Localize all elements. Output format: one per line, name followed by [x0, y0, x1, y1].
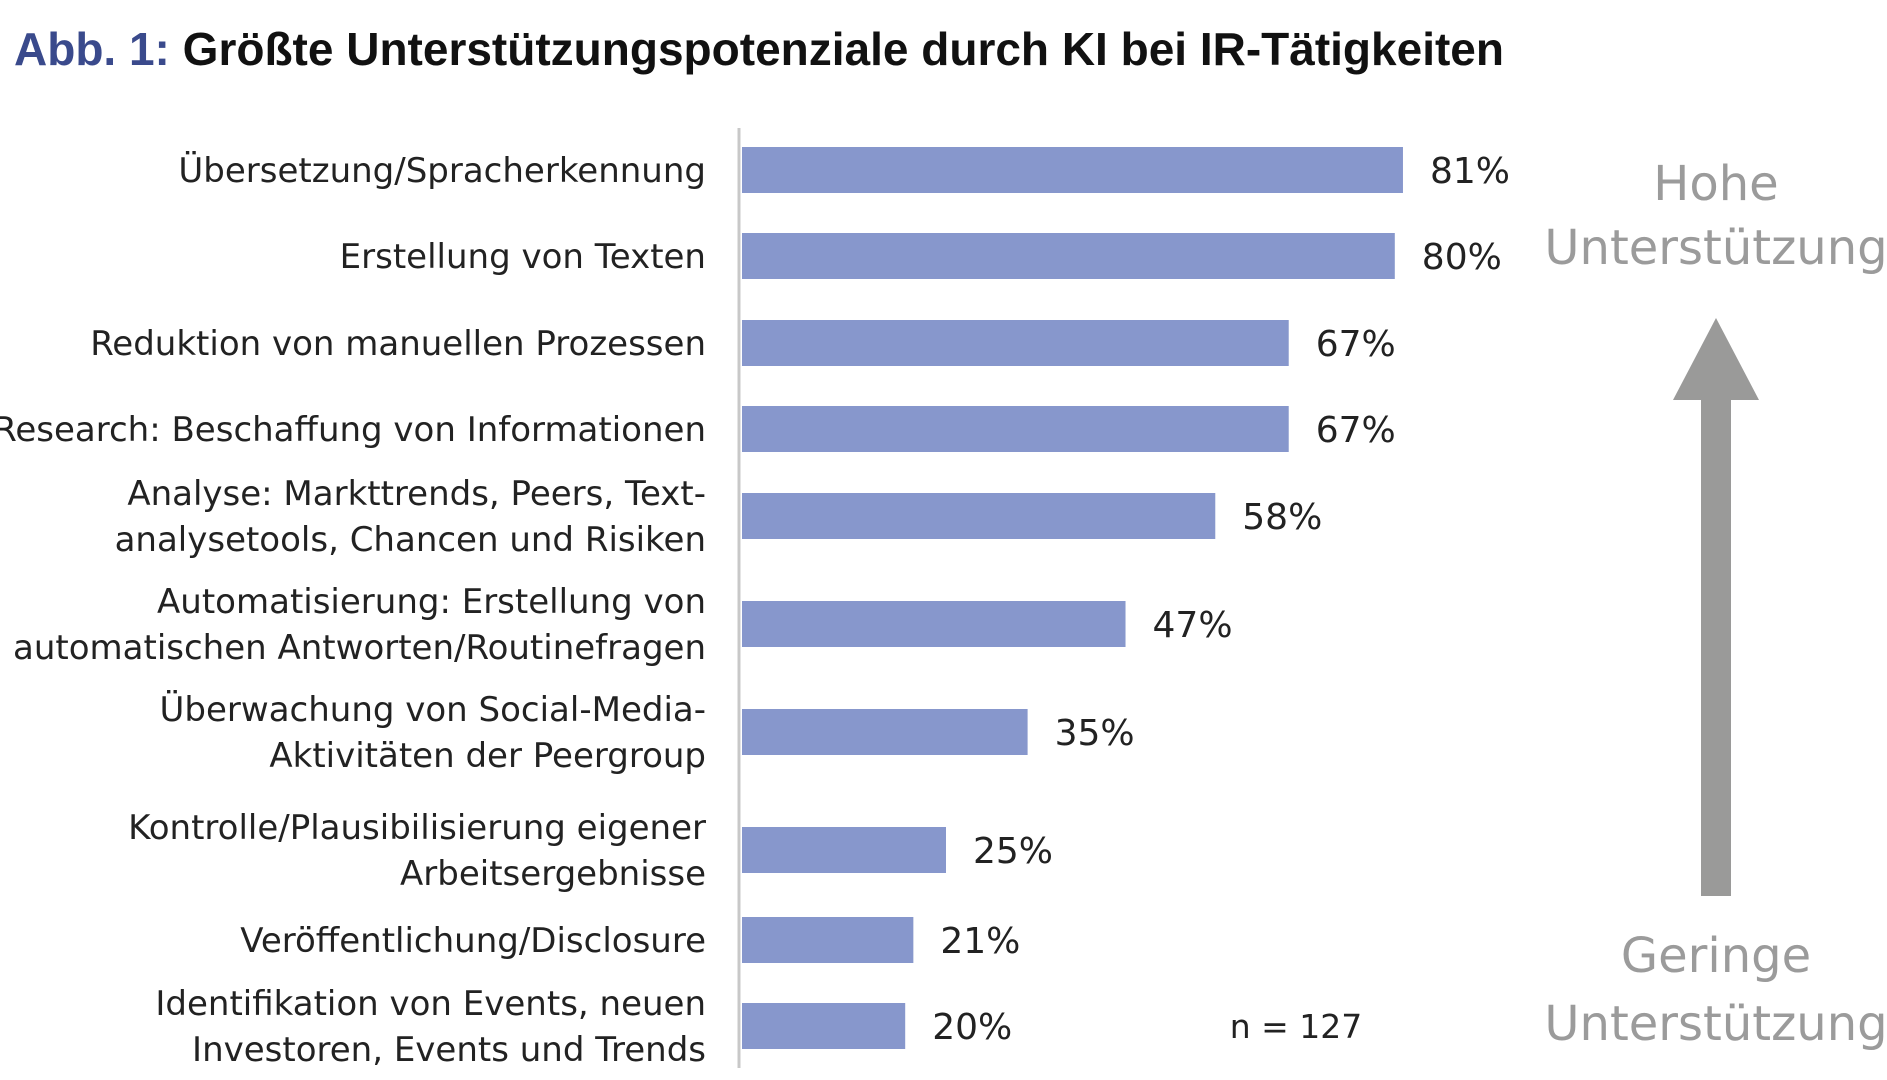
category-label: automatischen Antworten/Routinefragen — [13, 628, 706, 668]
bar — [742, 320, 1289, 366]
bar — [742, 709, 1028, 755]
bar — [742, 601, 1126, 647]
category-label: Veröffentlichung/Disclosure — [240, 921, 706, 961]
bar — [742, 147, 1403, 193]
value-label: 58% — [1242, 497, 1322, 538]
bar — [742, 233, 1395, 279]
category-label: Arbeitsergebnisse — [400, 854, 706, 894]
bar — [742, 917, 914, 963]
bars-layer — [742, 147, 1403, 1049]
value-label: 35% — [1055, 713, 1135, 754]
title-prefix: Abb. 1: — [14, 23, 170, 75]
category-label: Analyse: Markttrends, Peers, Text- — [127, 474, 706, 514]
value-label: 67% — [1316, 324, 1396, 365]
support-scale: Hohe Unterstützung Geringe Unterstützung — [1544, 156, 1887, 1052]
bar — [742, 827, 946, 873]
scale-top-line-1: Hohe — [1653, 156, 1778, 212]
scale-bottom-line-1: Geringe — [1621, 928, 1811, 984]
scale-bottom-line-2: Unterstützung — [1544, 996, 1887, 1052]
sample-size-note: n = 127 — [1230, 1007, 1363, 1046]
value-label: 67% — [1316, 410, 1396, 451]
category-label: Investoren, Events und Trends — [192, 1030, 706, 1070]
bar — [742, 493, 1216, 539]
value-labels-layer: 81% 80% 67% 67% 58% 47% 35% 25% 21% 20% — [932, 151, 1510, 1048]
title-text: Größte Unterstützungspotenziale durch KI… — [182, 23, 1504, 75]
scale-top-line-2: Unterstützung — [1544, 220, 1887, 276]
bar — [742, 406, 1289, 452]
category-label: Erstellung von Texten — [340, 237, 706, 277]
category-labels-layer: Übersetzung/Spracherkennung Erstellung vo… — [0, 150, 706, 1070]
value-label: 25% — [973, 831, 1053, 872]
category-label: Research: Beschaffung von Informationen — [0, 410, 706, 450]
value-label: 80% — [1422, 237, 1502, 278]
category-label: Automatisierung: Erstellung von — [157, 582, 706, 622]
value-label: 47% — [1153, 605, 1233, 646]
category-label: Reduktion von manuellen Prozessen — [90, 324, 706, 364]
value-label: 20% — [932, 1007, 1012, 1048]
value-label: 81% — [1430, 151, 1510, 192]
category-label: Kontrolle/Plausibilisierung eigener — [128, 808, 706, 848]
category-label: Aktivitäten der Peergroup — [269, 736, 706, 776]
bar — [742, 1003, 906, 1049]
up-arrow-icon — [1673, 318, 1759, 896]
category-label: Überwachung von Social-Media- — [160, 689, 706, 730]
chart-title: Abb. 1: Größte Unterstützungspotenziale … — [14, 22, 1504, 76]
value-label: 21% — [940, 921, 1020, 962]
category-label: analysetools, Chancen und Risiken — [115, 520, 706, 560]
category-label: Übersetzung/Spracherkennung — [178, 150, 706, 191]
category-label: Identifikation von Events, neuen — [155, 984, 706, 1024]
